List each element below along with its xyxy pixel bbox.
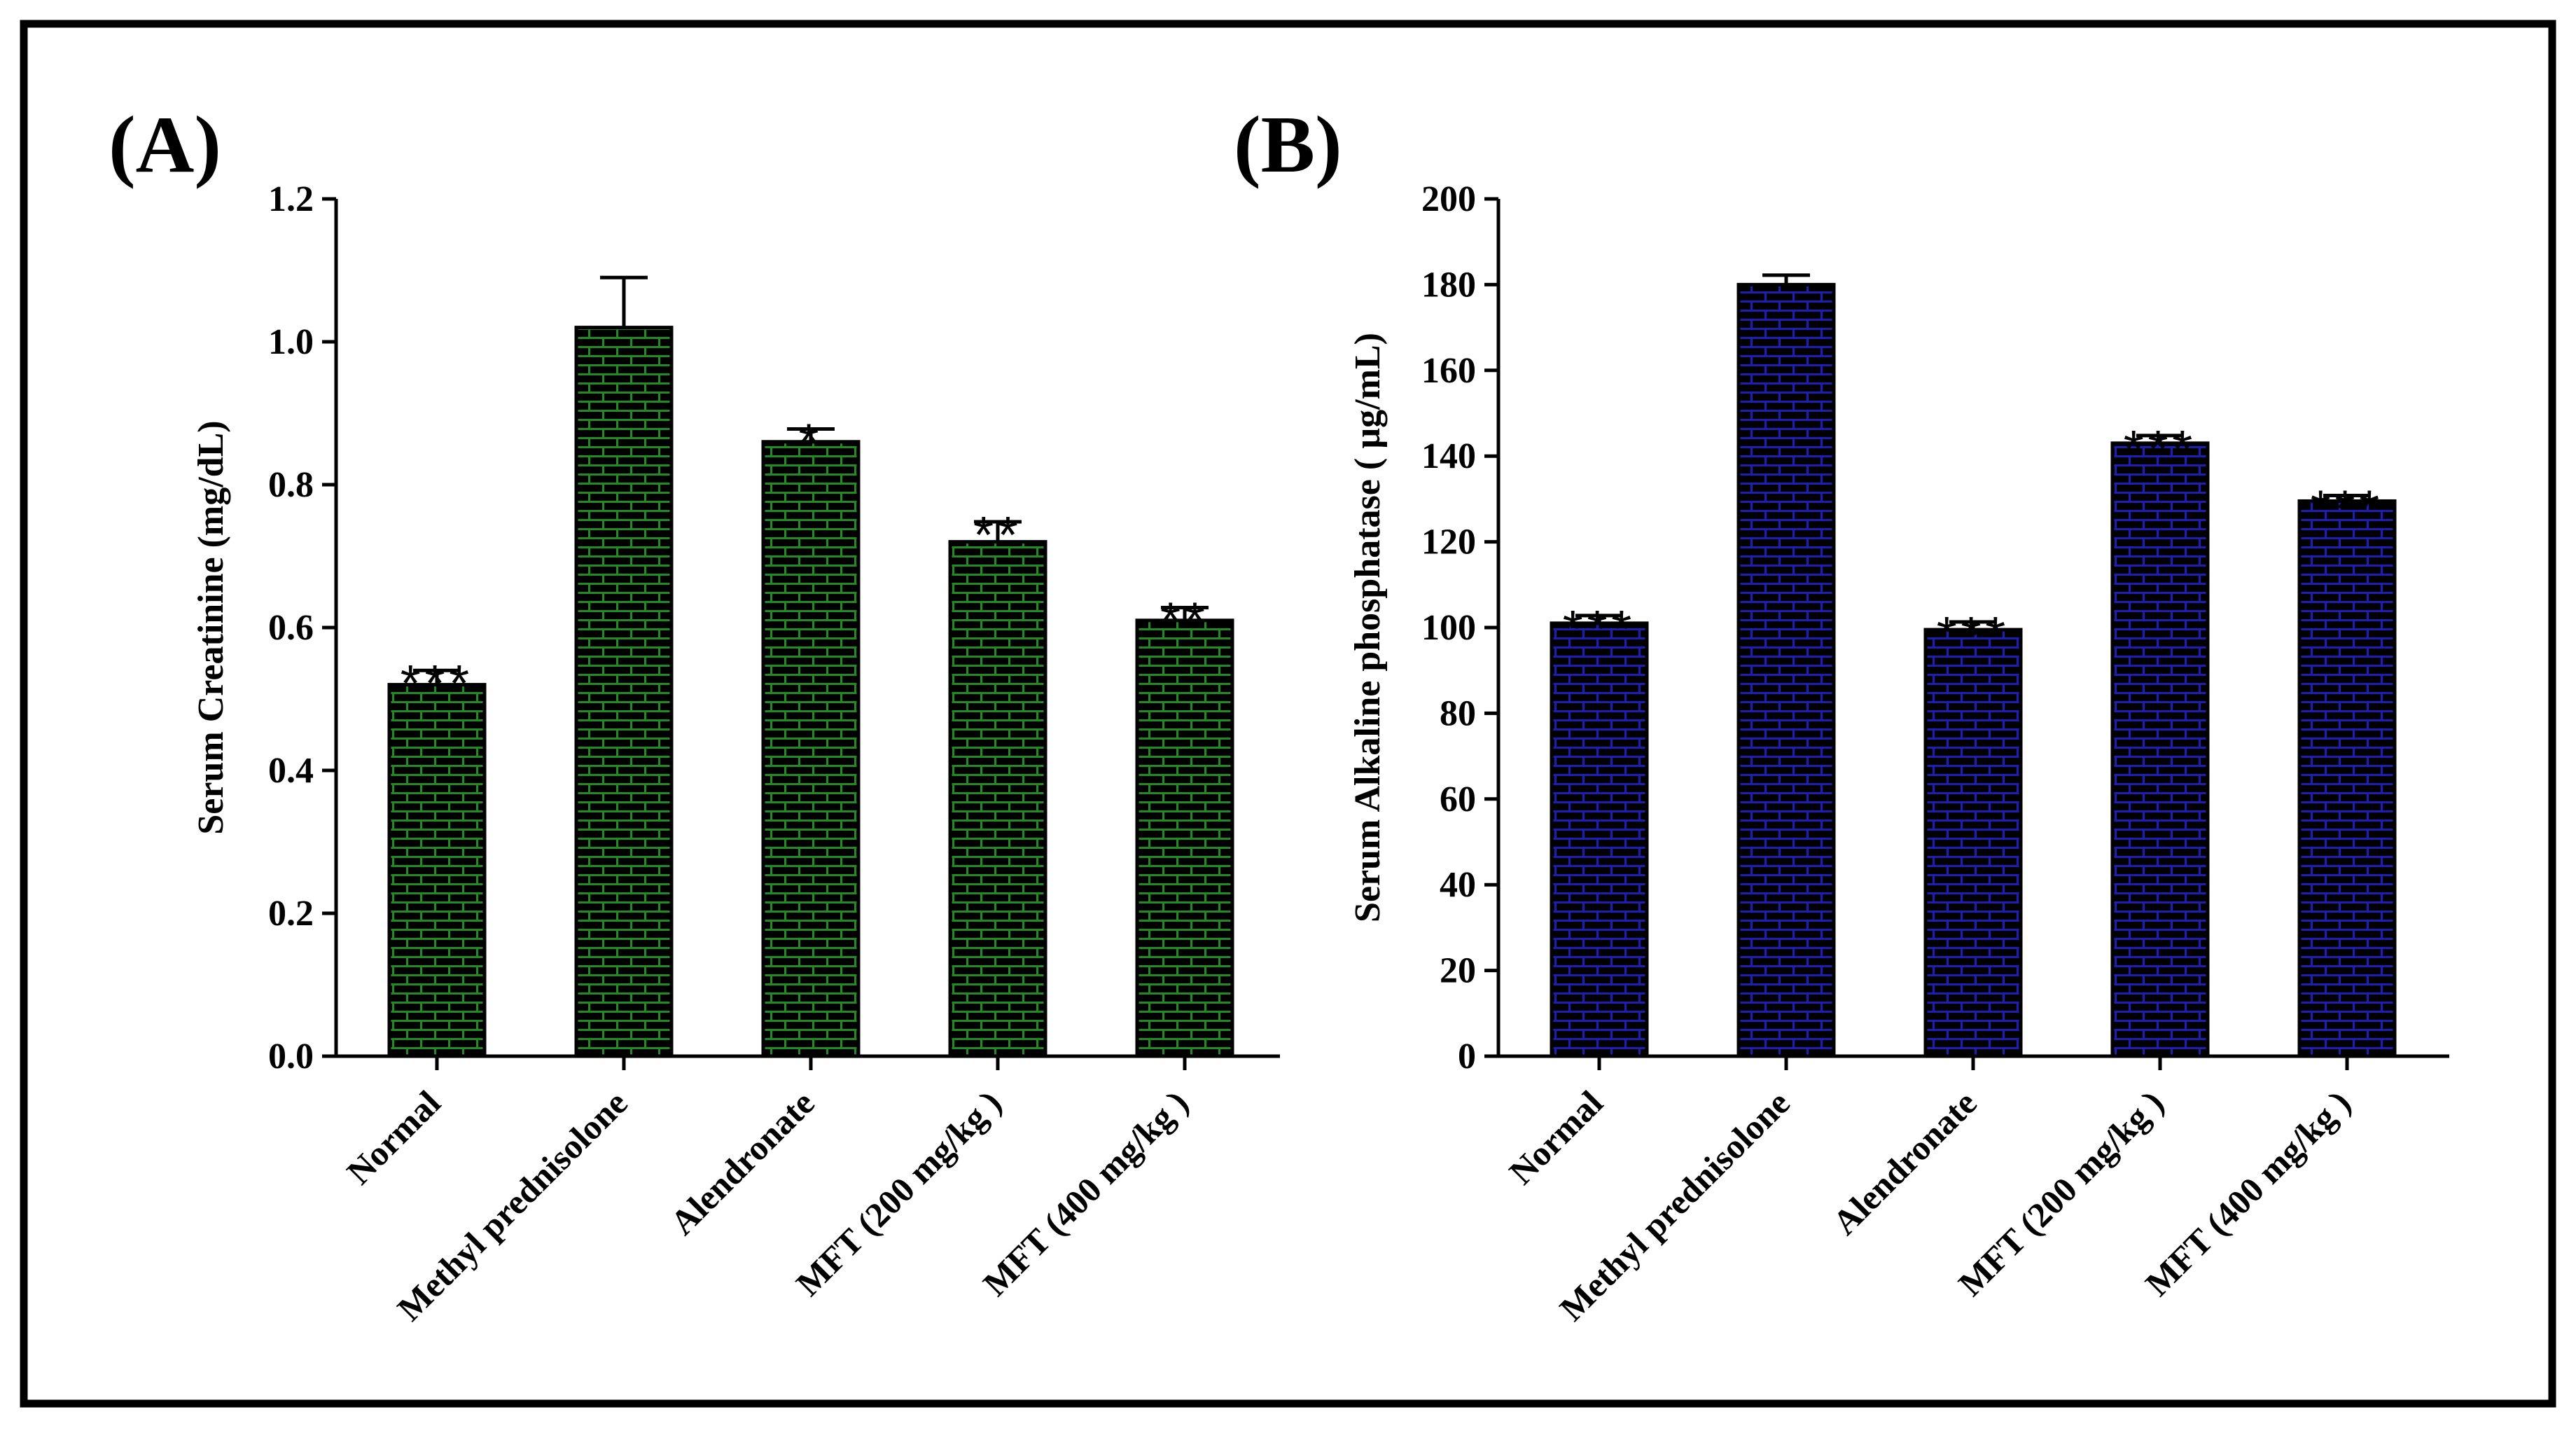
bar <box>1550 621 1649 1058</box>
bar <box>1923 628 2023 1058</box>
significance-marker: *** <box>1937 606 2010 664</box>
significance-marker: *** <box>2311 480 2383 538</box>
y-tick-label: 0.2 <box>268 894 314 934</box>
significance-marker: *** <box>2124 420 2196 478</box>
significance-marker: *** <box>401 654 473 712</box>
bar <box>387 683 487 1058</box>
significance-marker: * <box>799 413 823 471</box>
bar <box>2110 441 2210 1058</box>
y-tick-label: 100 <box>1421 608 1476 648</box>
y-tick-label: 60 <box>1440 780 1476 819</box>
y-tick-label: 200 <box>1421 179 1476 219</box>
y-tick-label: 0.0 <box>268 1037 314 1077</box>
y-tick-label: 0.6 <box>268 608 314 648</box>
panel-label: (B) <box>1234 100 1342 190</box>
y-tick-label: 0.4 <box>268 751 314 791</box>
bar <box>1135 618 1234 1058</box>
bar <box>948 540 1047 1058</box>
y-tick-label: 1.0 <box>268 322 314 362</box>
y-tick-label: 0.8 <box>268 465 314 505</box>
panel-label: (A) <box>109 100 221 190</box>
bar <box>2297 499 2397 1058</box>
y-tick-label: 120 <box>1421 522 1476 562</box>
y-tick-label: 180 <box>1421 265 1476 305</box>
y-axis-title: Serum Alkaline phosphatase ( µg/mL) <box>1348 333 1388 922</box>
y-tick-label: 160 <box>1421 351 1476 391</box>
y-tick-label: 40 <box>1440 865 1476 905</box>
y-tick-label: 80 <box>1440 693 1476 733</box>
y-tick-label: 0 <box>1458 1037 1476 1077</box>
significance-marker: ** <box>1160 591 1209 649</box>
y-axis-title: Serum Creatinine (mg/dL) <box>191 420 231 834</box>
bar <box>761 440 861 1058</box>
y-tick-label: 140 <box>1421 436 1476 476</box>
bar <box>574 326 674 1058</box>
significance-marker: ** <box>973 506 1022 564</box>
significance-marker: *** <box>1563 600 1636 658</box>
y-tick-label: 20 <box>1440 951 1476 991</box>
bar <box>1736 282 1836 1058</box>
y-tick-label: 1.2 <box>268 179 314 219</box>
